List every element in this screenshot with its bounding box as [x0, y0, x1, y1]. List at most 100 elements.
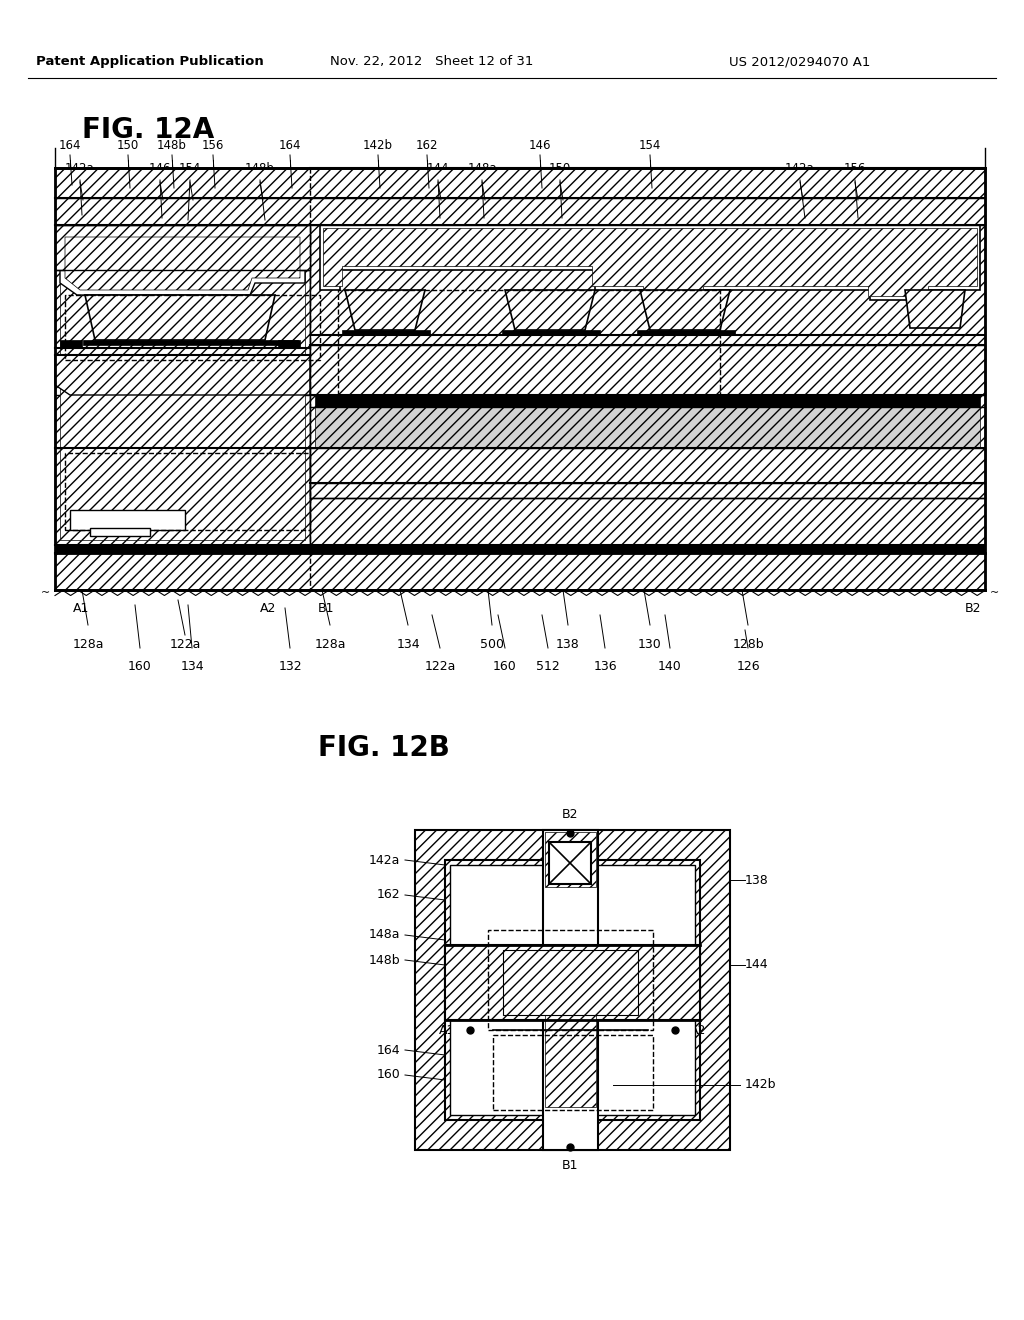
Text: 154: 154: [179, 162, 201, 176]
Bar: [545, 977, 596, 1107]
Bar: [445, 945, 700, 1020]
Bar: [502, 330, 600, 335]
Text: 150: 150: [549, 162, 571, 176]
Text: ~: ~: [41, 587, 50, 598]
Polygon shape: [85, 294, 275, 341]
Text: 154: 154: [639, 139, 662, 152]
Bar: [338, 290, 720, 405]
Text: Patent Application Publication: Patent Application Publication: [36, 55, 264, 69]
Bar: [310, 345, 985, 395]
Bar: [70, 510, 185, 531]
Text: A1: A1: [73, 602, 89, 615]
Text: B2: B2: [562, 808, 579, 821]
Text: 128a: 128a: [314, 638, 346, 651]
Polygon shape: [345, 290, 425, 330]
Bar: [60, 341, 82, 348]
Text: 164: 164: [377, 1044, 400, 1056]
Text: 164: 164: [58, 139, 81, 152]
Polygon shape: [905, 290, 965, 327]
Bar: [315, 407, 980, 447]
Bar: [450, 865, 695, 1115]
Text: 156: 156: [202, 139, 224, 152]
Text: 164: 164: [279, 139, 301, 152]
Bar: [310, 483, 985, 498]
Text: 128b: 128b: [732, 638, 764, 651]
Bar: [55, 168, 985, 198]
Bar: [65, 294, 319, 360]
Text: 160: 160: [494, 660, 517, 673]
Text: 138: 138: [745, 874, 769, 887]
Text: 136: 136: [593, 660, 616, 673]
Text: 148b: 148b: [369, 953, 400, 966]
Bar: [55, 224, 310, 271]
Bar: [493, 1035, 653, 1110]
Text: 140: 140: [658, 660, 682, 673]
Text: 162: 162: [416, 139, 438, 152]
Bar: [488, 931, 653, 1030]
Text: 128a: 128a: [73, 638, 103, 651]
Bar: [342, 330, 430, 335]
Text: 132: 132: [279, 660, 302, 673]
Text: 146: 146: [528, 139, 551, 152]
Text: 162: 162: [377, 888, 400, 902]
Text: 150: 150: [117, 139, 139, 152]
Text: 156: 156: [844, 162, 866, 176]
Polygon shape: [60, 234, 305, 540]
Text: 160: 160: [128, 660, 152, 673]
Text: A2: A2: [690, 1023, 707, 1036]
Polygon shape: [55, 224, 310, 545]
Text: 500: 500: [480, 638, 504, 651]
Bar: [90, 528, 150, 536]
Text: 142a: 142a: [369, 854, 400, 866]
Text: Nov. 22, 2012   Sheet 12 of 31: Nov. 22, 2012 Sheet 12 of 31: [331, 55, 534, 69]
Polygon shape: [640, 290, 730, 330]
Bar: [83, 341, 298, 345]
Polygon shape: [60, 232, 305, 294]
Text: B1: B1: [562, 1159, 579, 1172]
Bar: [549, 842, 591, 884]
Text: 134: 134: [396, 638, 420, 651]
Polygon shape: [323, 228, 977, 296]
Text: 148a: 148a: [369, 928, 400, 941]
Bar: [545, 832, 596, 887]
Text: 130: 130: [638, 638, 662, 651]
Polygon shape: [310, 168, 985, 210]
Text: 160: 160: [376, 1068, 400, 1081]
Text: A1: A1: [438, 1023, 455, 1036]
Text: FIG. 12B: FIG. 12B: [318, 734, 450, 762]
Bar: [310, 447, 985, 483]
Text: A2: A2: [260, 602, 276, 615]
Text: 122a: 122a: [169, 638, 201, 651]
Bar: [503, 950, 638, 1015]
Text: 138: 138: [556, 638, 580, 651]
Text: FIG. 12A: FIG. 12A: [82, 116, 214, 144]
Text: 126: 126: [736, 660, 760, 673]
Polygon shape: [55, 447, 310, 545]
Bar: [445, 861, 700, 1119]
Bar: [65, 453, 310, 531]
Text: 148a: 148a: [467, 162, 497, 176]
Bar: [543, 830, 598, 1150]
Text: B2: B2: [965, 602, 981, 615]
Text: 122a: 122a: [424, 660, 456, 673]
Text: 148b: 148b: [245, 162, 274, 176]
Polygon shape: [55, 395, 310, 447]
Polygon shape: [65, 238, 300, 290]
Polygon shape: [310, 168, 985, 545]
Text: ~: ~: [990, 587, 999, 598]
Text: 142b: 142b: [362, 139, 393, 152]
Text: 146: 146: [148, 162, 171, 176]
Text: 142b: 142b: [745, 1078, 776, 1092]
Bar: [55, 553, 985, 590]
Polygon shape: [319, 224, 980, 300]
Text: US 2012/0294070 A1: US 2012/0294070 A1: [729, 55, 870, 69]
Polygon shape: [55, 355, 310, 395]
Bar: [637, 330, 735, 335]
Text: 134: 134: [180, 660, 204, 673]
Bar: [315, 395, 980, 407]
Text: B1: B1: [318, 602, 335, 615]
Bar: [55, 198, 985, 224]
Polygon shape: [505, 290, 595, 330]
Text: 144: 144: [427, 162, 450, 176]
Bar: [278, 341, 300, 348]
